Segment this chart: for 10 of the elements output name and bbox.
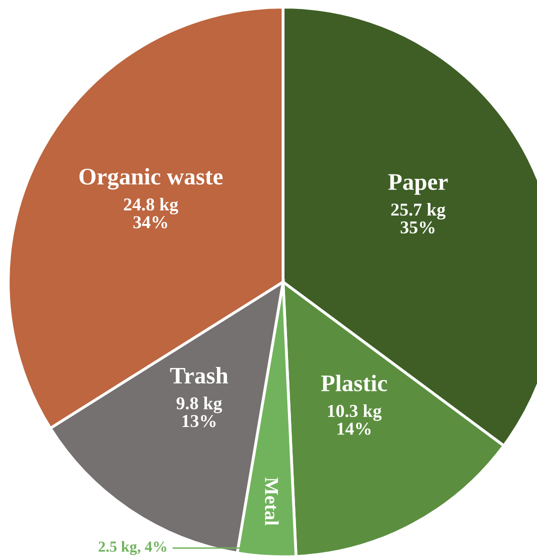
data-label: 25.7 kg 35% (391, 203, 446, 234)
slice-label: Paper (388, 174, 448, 195)
slice-label: Metal (264, 477, 279, 526)
data-label: 9.8 kg 13% (176, 396, 222, 428)
data-label: 10.3 kg 14% (328, 404, 382, 435)
slice-label: Organic waste (79, 168, 223, 190)
slice-label: Plastic (321, 374, 388, 392)
data-label: 24.8 kg 34% (124, 198, 178, 228)
data-label: 2.5 kg, 4% (98, 541, 166, 556)
slice-label: Trash (170, 367, 228, 384)
